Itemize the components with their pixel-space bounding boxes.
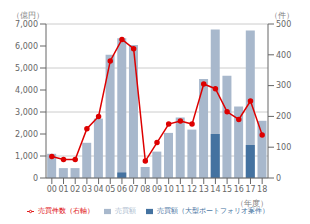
- html-text:売買額: 売買額: [115, 207, 136, 215]
- svg-text:7,000: 7,000: [15, 20, 38, 29]
- svg-text:（件）: （件）: [270, 11, 294, 20]
- svg-text:12: 12: [187, 185, 197, 194]
- svg-text:300: 300: [276, 81, 291, 90]
- svg-text:10: 10: [164, 185, 174, 194]
- svg-text:06: 06: [117, 185, 127, 194]
- svg-text:5,000: 5,000: [15, 64, 38, 73]
- svg-text:0: 0: [276, 174, 281, 183]
- svg-text:18: 18: [257, 185, 267, 194]
- html-text:売買額（大型ポートフォリオ案件）: 売買額（大型ポートフォリオ案件）: [157, 207, 269, 215]
- svg-text:00: 00: [47, 185, 57, 194]
- svg-text:200: 200: [276, 112, 291, 121]
- svg-text:2,000: 2,000: [15, 130, 38, 139]
- svg-text:04: 04: [93, 185, 103, 194]
- svg-text:0: 0: [33, 174, 38, 183]
- svg-text:4,000: 4,000: [15, 86, 38, 95]
- svg-text:17: 17: [245, 185, 255, 194]
- svg-text:02: 02: [70, 185, 80, 194]
- svg-text:14: 14: [210, 185, 220, 194]
- svg-text:08: 08: [140, 185, 150, 194]
- svg-text:07: 07: [129, 185, 139, 194]
- svg-text:1,000: 1,000: [15, 152, 38, 161]
- svg-text:500: 500: [276, 20, 291, 29]
- svg-text:09: 09: [152, 185, 162, 194]
- svg-text:01: 01: [58, 185, 68, 194]
- svg-text:（年度）: （年度）: [236, 199, 268, 208]
- svg-text:3,000: 3,000: [15, 108, 38, 117]
- svg-text:05: 05: [105, 185, 115, 194]
- svg-text:（億円）: （億円）: [12, 11, 44, 20]
- svg-text:100: 100: [276, 143, 291, 152]
- svg-text:6,000: 6,000: [15, 42, 38, 51]
- svg-text:400: 400: [276, 51, 291, 60]
- svg-text:16: 16: [234, 185, 244, 194]
- svg-text:15: 15: [222, 185, 232, 194]
- svg-text:03: 03: [82, 185, 92, 194]
- svg-text:11: 11: [175, 185, 185, 194]
- html-text:売買件数（右軸）: 売買件数（右軸）: [38, 207, 94, 215]
- svg-text:13: 13: [199, 185, 209, 194]
